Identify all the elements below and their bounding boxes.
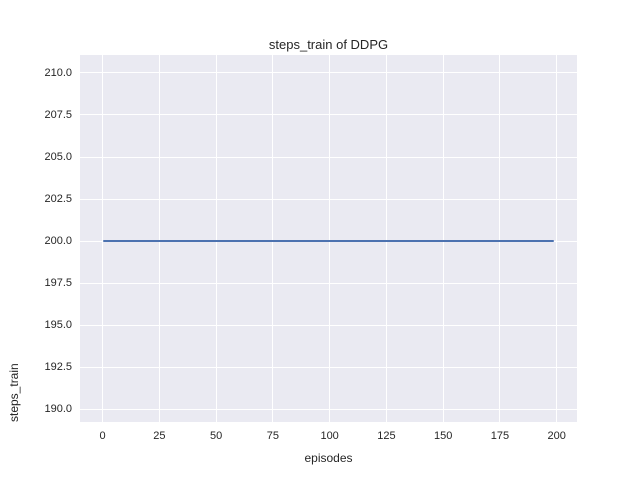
gridline-horizontal [80, 156, 577, 158]
gridline-vertical [215, 55, 217, 422]
gridline-horizontal [80, 114, 577, 116]
y-tick-label: 202.5 [44, 193, 72, 205]
gridline-vertical [499, 55, 501, 422]
data-line-steps_train [102, 240, 555, 243]
x-tick-label: 125 [377, 430, 396, 442]
y-tick-label: 197.5 [44, 277, 72, 290]
gridline-vertical [442, 55, 444, 422]
gridline-horizontal [80, 324, 577, 326]
gridline-horizontal [80, 408, 577, 410]
chart-title: steps_train of DDPG [268, 37, 389, 52]
x-axis-label: episodes [304, 451, 353, 465]
x-tick-label: 150 [433, 430, 453, 442]
gridline-horizontal [80, 72, 577, 74]
gridline-vertical [272, 55, 274, 422]
y-tick-label: 190.0 [44, 403, 72, 416]
x-tick-label: 0 [99, 430, 106, 442]
x-tick-label: 75 [266, 430, 279, 442]
gridline-horizontal [80, 198, 577, 200]
y-tick-label: 200.0 [44, 235, 72, 248]
y-tick-label: 205.0 [44, 151, 72, 163]
y-tick-label: 192.5 [44, 361, 72, 374]
y-tick-label: 210.0 [44, 66, 72, 79]
y-tick-label: 195.0 [44, 319, 72, 332]
gridline-vertical [556, 55, 558, 422]
x-axis-tick-labels: 0 25 50 75 100 125 150 175 200 [80, 430, 577, 446]
x-tick-label: 100 [320, 430, 339, 442]
x-tick-label: 25 [153, 430, 166, 442]
y-tick-label: 207.5 [44, 108, 72, 121]
gridline-vertical [329, 55, 331, 422]
gridline-horizontal [80, 366, 577, 368]
gridline-vertical [158, 55, 160, 422]
x-tick-label: 200 [547, 430, 566, 442]
gridline-vertical [385, 55, 387, 422]
x-tick-label: 50 [209, 430, 223, 442]
gridline-vertical [102, 55, 104, 422]
y-axis-tick-labels: 190.0 192.5 195.0 197.5 200.0 202.5 205.0 207.5… [0, 55, 72, 422]
x-tick-label: 175 [490, 430, 510, 442]
plot-area [80, 55, 577, 422]
gridline-horizontal [80, 282, 577, 284]
